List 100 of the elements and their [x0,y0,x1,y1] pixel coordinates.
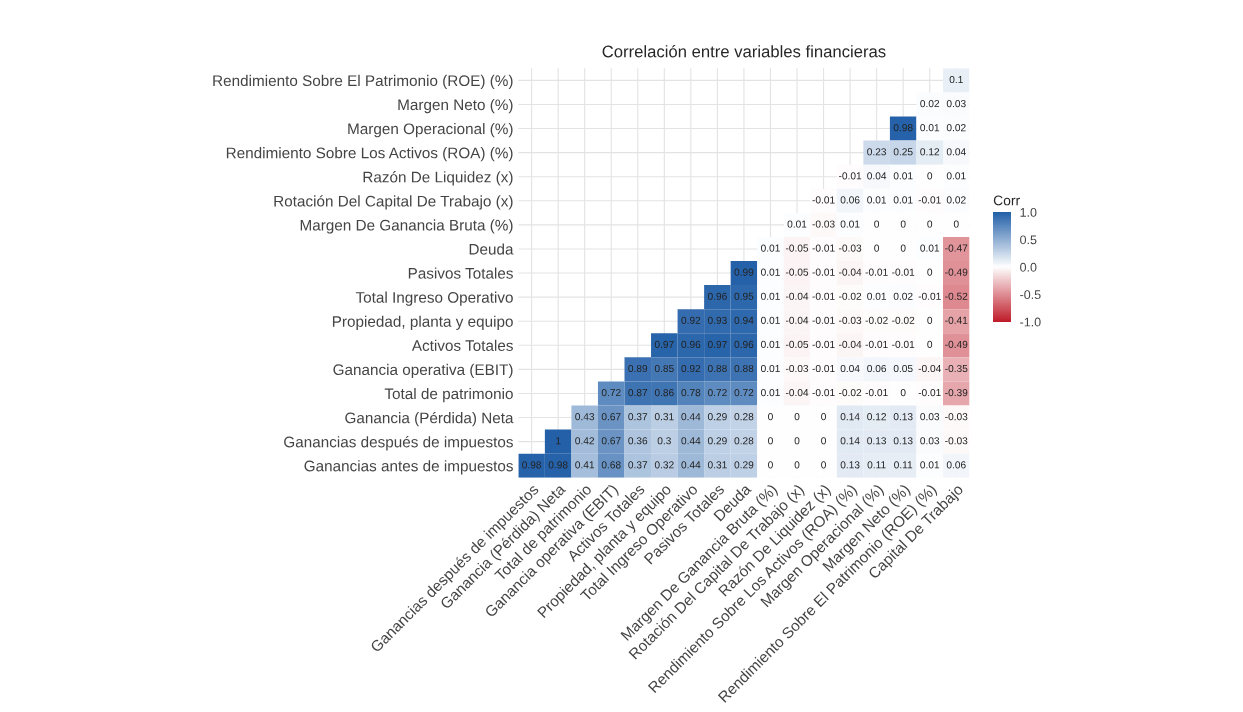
y-tick-label: Total Ingreso Operativo [355,291,513,306]
data-label: 0.14 [840,413,860,421]
color-bar-title: Corr [993,195,1020,206]
data-label: -0.03 [945,413,968,421]
data-label: -0.01 [918,292,941,300]
data-label: 0.29 [707,437,727,445]
data-label: 0 [927,220,933,228]
data-label: 0.72 [601,389,621,397]
data-label: 0 [927,268,933,276]
data-label: 0 [794,461,800,469]
data-label: -0.01 [918,196,941,204]
data-label: 0 [874,220,880,228]
y-tick-label: Margen De Ganancia Bruta (%) [300,219,513,234]
data-label: -0.01 [812,196,835,204]
data-label: 0.32 [654,461,674,469]
data-label: 0.96 [734,340,754,349]
data-label: 0.92 [681,364,701,373]
data-label: 0.01 [920,461,940,469]
data-label: -0.03 [785,364,809,373]
data-label: 0.23 [867,148,887,156]
data-label: 0.01 [761,389,780,397]
data-label: -0.05 [785,268,809,276]
data-label: -0.05 [785,340,809,349]
data-label: 0.3 [657,437,671,445]
data-label: 0 [821,437,826,445]
data-label: 0.72 [734,389,754,397]
y-tick-label: Ganancia operativa (EBIT) [333,363,513,379]
data-label: 0.01 [920,124,940,132]
data-label: 0.06 [840,196,860,204]
data-label: 0.44 [681,437,701,445]
data-label: 0.02 [920,100,940,108]
data-label: -0.49 [945,340,968,349]
data-label: 0.11 [867,461,886,469]
data-label: 0.42 [575,437,595,445]
data-label: 0.94 [734,316,754,324]
data-label: 0.96 [681,340,701,349]
data-label: 0 [768,437,773,445]
data-label: 0.12 [867,413,886,421]
data-label: 1 [556,437,561,445]
data-label: 0.88 [707,364,727,373]
data-label: 0 [927,172,933,180]
data-label: 0.41 [575,461,595,469]
data-label: -0.01 [812,244,835,252]
data-label: -0.01 [812,340,835,349]
data-label: 0.44 [681,461,701,469]
color-bar-label: 1.0 [1020,207,1037,217]
data-label: 0.12 [920,148,940,156]
data-label: 0.28 [734,413,754,421]
data-label: -0.02 [892,316,915,324]
data-label: 0 [953,220,959,228]
data-label: 0.14 [840,437,860,445]
data-label: 0.04 [946,148,966,156]
data-label: -0.02 [839,389,862,397]
data-label: 0.37 [628,461,648,469]
data-label: 0.67 [601,413,621,421]
data-label: 0 [927,340,933,349]
data-label: -0.35 [945,364,968,373]
data-label: 0 [794,413,800,421]
chart-title: Correlación entre variables financieras [602,44,886,58]
color-bar-label: -1.0 [1020,317,1041,327]
data-label: 0.04 [867,172,887,180]
data-label: -0.01 [892,340,915,349]
data-label: 0.67 [601,437,621,445]
data-label: 0 [768,461,773,469]
data-label: 0.13 [893,413,913,421]
data-label: -0.47 [945,244,968,252]
data-label: 0 [900,244,906,252]
data-label: 0.95 [734,292,754,300]
data-label: 0 [768,413,773,421]
data-label: -0.01 [839,172,862,180]
data-label: 0.98 [893,124,913,132]
data-label: 0.25 [893,148,913,156]
data-label: 0.06 [946,461,966,469]
data-label: 0.88 [734,364,754,373]
data-label: 0.31 [707,461,727,469]
data-label: -0.02 [839,292,862,300]
data-label: -0.01 [812,364,835,373]
data-label: 0.44 [681,413,701,421]
data-label: 0.13 [867,437,887,445]
data-label: 0.01 [761,316,780,324]
data-label: 0.13 [893,437,913,445]
data-label: 0 [794,437,800,445]
data-label: 0.01 [761,292,780,300]
y-tick-label: Rendimiento Sobre El Patrimonio (ROE) (%) [213,74,513,90]
data-label: -0.05 [785,244,809,252]
y-tick-label: Razón De Liquidez (x) [363,171,513,186]
data-label: 0.03 [946,100,966,108]
data-label: 0.93 [707,316,727,324]
data-label: -0.04 [785,292,809,300]
data-label: -0.03 [812,220,835,228]
data-label: 0.01 [761,244,780,252]
y-tick-label: Rotación Del Capital De Trabajo (x) [274,195,513,210]
data-label: -0.03 [945,437,968,445]
color-bar-label: 0.0 [1020,262,1037,272]
data-label: 0.01 [840,220,860,228]
data-label: 0.72 [707,389,727,397]
data-label: 0.01 [893,196,913,204]
data-label: -0.04 [918,364,941,373]
data-label: -0.01 [812,292,835,300]
data-label: 0.1 [949,75,963,84]
